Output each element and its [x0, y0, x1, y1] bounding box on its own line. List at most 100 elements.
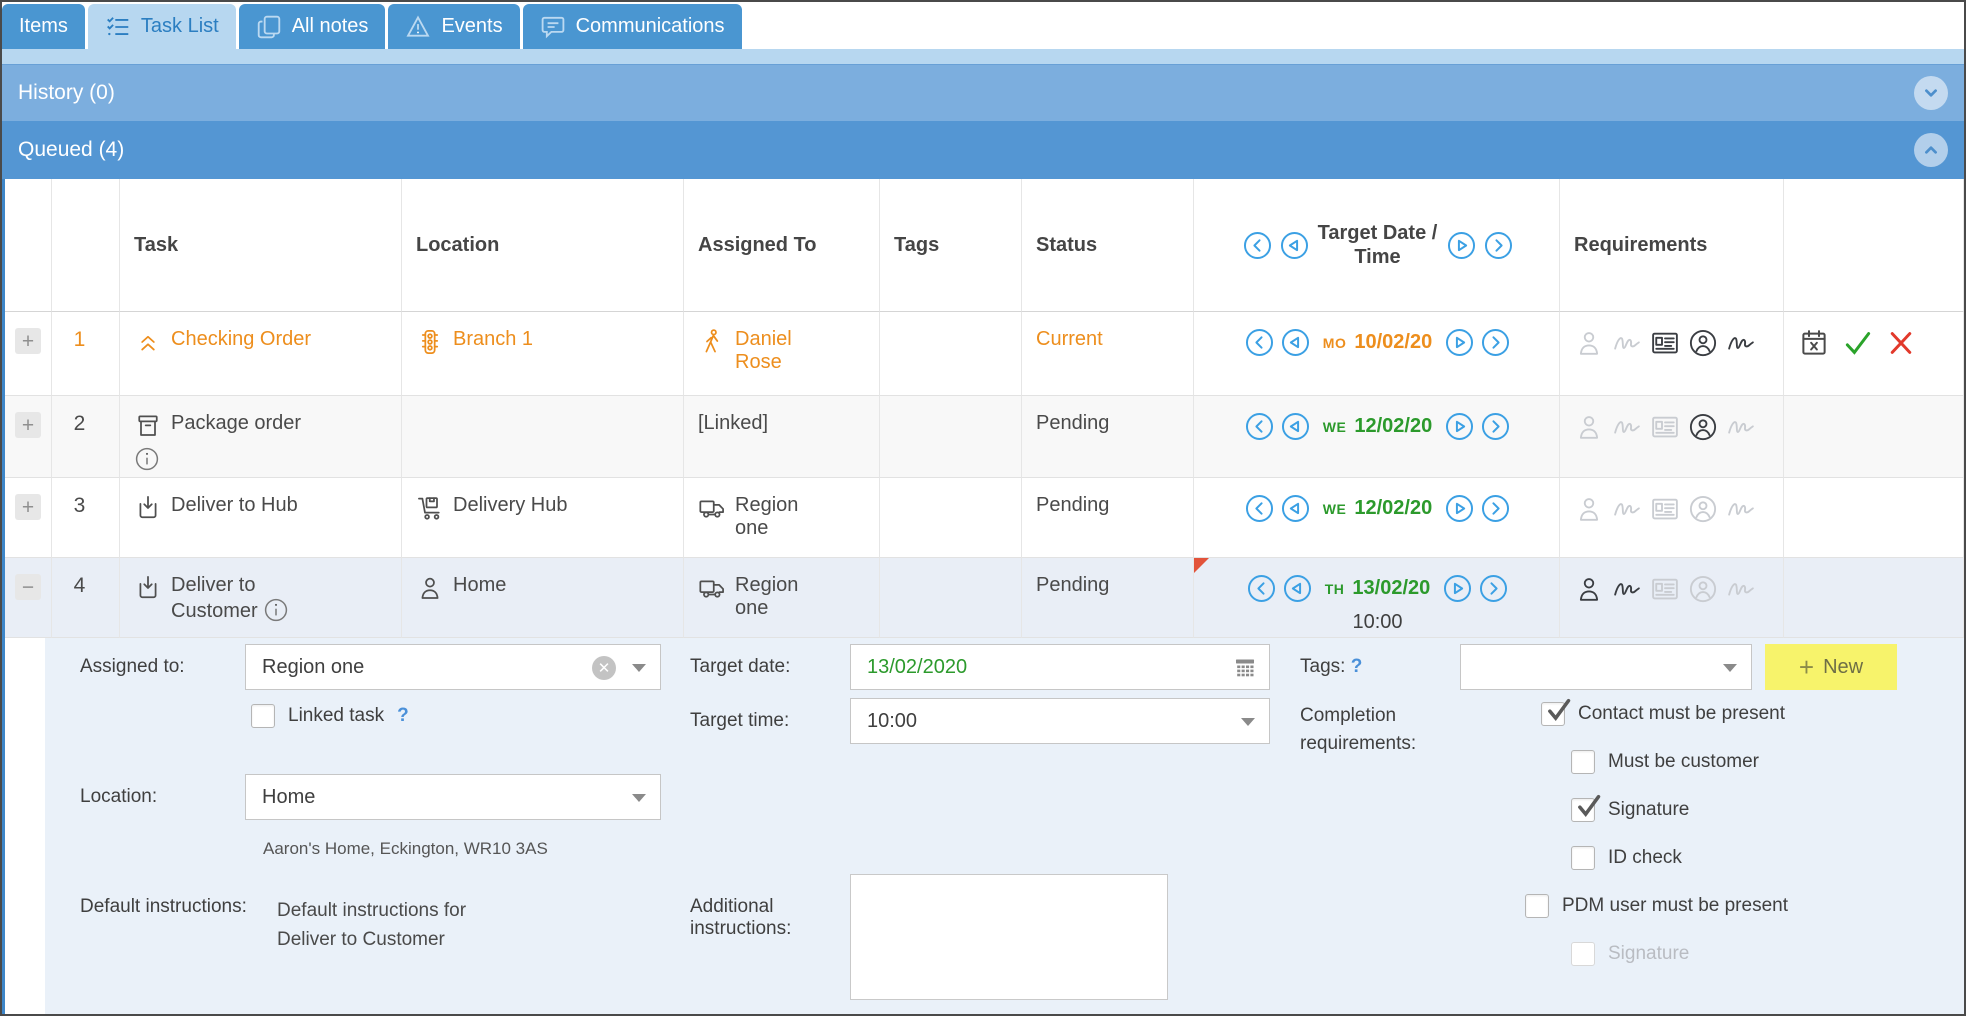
date-back-icon[interactable] [1283, 574, 1312, 603]
date-forward-more-icon[interactable] [1481, 412, 1510, 441]
requirements-cell [1560, 312, 1784, 396]
calendar-icon[interactable] [1233, 656, 1257, 680]
location-cell: Home [402, 558, 684, 638]
new-tag-button[interactable]: + New [1765, 644, 1897, 690]
additional-instructions-input[interactable] [850, 874, 1168, 1000]
row-number: 1 [52, 312, 120, 396]
package-icon [134, 412, 162, 440]
target-time-select[interactable]: 10:00 [850, 698, 1270, 744]
actions-cell [1784, 312, 1964, 396]
section-queued[interactable]: Queued (4) [2, 121, 1964, 179]
section-history[interactable]: History (0) [2, 64, 1964, 121]
task-name: Deliver to Customer [171, 574, 323, 623]
cancel-date-icon[interactable] [1798, 328, 1830, 358]
date-forward-icon[interactable] [1443, 574, 1472, 603]
fail-task-icon[interactable] [1886, 328, 1916, 358]
date-back-more-icon[interactable] [1245, 494, 1274, 523]
expand-row-button[interactable]: + [15, 494, 41, 520]
help-icon[interactable]: ? [1350, 656, 1363, 677]
info-icon[interactable] [263, 597, 289, 623]
signature-checkbox[interactable]: Signature [1571, 798, 1689, 822]
target-date-input[interactable]: 13/02/2020 [850, 644, 1270, 690]
assigned-name: Daniel Rose [735, 328, 792, 373]
deliver-icon [134, 574, 162, 602]
must-be-customer-checkbox[interactable]: Must be customer [1571, 750, 1759, 774]
tab-events-label: Events [441, 15, 503, 37]
row-number: 2 [52, 396, 120, 478]
assigned-cell: Region one [684, 478, 880, 558]
shift-dates-back-icon[interactable] [1280, 231, 1309, 260]
tab-items-label: Items [19, 15, 68, 37]
header-expand [5, 179, 52, 312]
shift-dates-forward-icon[interactable] [1447, 231, 1476, 260]
expand-row-button[interactable]: + [15, 328, 41, 354]
target-time-value: 10:00 [867, 709, 918, 732]
complete-task-icon[interactable] [1843, 328, 1873, 358]
collapse-row-button[interactable]: − [15, 574, 41, 600]
target-date: 13/02/20 [1352, 577, 1431, 599]
truck-icon [698, 494, 726, 522]
tags-cell [880, 396, 1022, 478]
info-icon[interactable] [134, 446, 160, 472]
pdm-signature-checkbox: Signature [1571, 942, 1689, 966]
location-select[interactable]: Home [245, 774, 661, 820]
tab-events[interactable]: Events [388, 4, 520, 49]
tab-communications[interactable]: Communications [522, 4, 742, 49]
tab-items[interactable]: Items [2, 4, 85, 49]
header-actions [1784, 179, 1964, 312]
date-back-more-icon[interactable] [1247, 574, 1276, 603]
expand-row-button[interactable]: + [15, 412, 41, 438]
date-forward-icon[interactable] [1445, 494, 1474, 523]
id-check-checkbox[interactable]: ID check [1571, 846, 1682, 870]
chevron-down-icon [1723, 664, 1737, 672]
customer-present-icon [1688, 328, 1718, 358]
date-back-icon[interactable] [1281, 328, 1310, 357]
checkbox [1571, 798, 1595, 822]
tab-task-list[interactable]: Task List [87, 4, 236, 49]
table-row[interactable]: + 2 Package order [Linked] Pending WE 12… [5, 396, 1964, 478]
shift-dates-forward-more-icon[interactable] [1484, 231, 1513, 260]
date-back-more-icon[interactable] [1245, 328, 1274, 357]
linked-task-checkbox[interactable]: Linked task ? [251, 704, 409, 728]
assigned-cell: [Linked] [684, 396, 880, 478]
date-back-more-icon[interactable] [1245, 412, 1274, 441]
section-queued-title: Queued (4) [18, 138, 125, 161]
task-cell: Checking Order [120, 312, 402, 396]
date-forward-icon[interactable] [1445, 328, 1474, 357]
checkbox [1525, 894, 1549, 918]
warning-triangle-icon [405, 14, 431, 40]
signature-icon [1612, 494, 1642, 524]
date-forward-icon[interactable] [1445, 412, 1474, 441]
table-row[interactable]: + 1 Checking Order Branch 1 Daniel Rose … [5, 312, 1964, 396]
tab-bar: Items Task List All notes Events Communi… [2, 2, 1964, 49]
clear-assigned-icon[interactable]: ✕ [592, 656, 616, 680]
tab-communications-label: Communications [575, 15, 725, 37]
header-target-date: Target Date / Time [1194, 179, 1560, 312]
location-cell: Delivery Hub [402, 478, 684, 558]
signature-icon [1612, 574, 1642, 604]
pdm-user-present-checkbox[interactable]: PDM user must be present [1525, 894, 1788, 918]
checkbox [1571, 942, 1595, 966]
table-row-selected[interactable]: − 4 Deliver to Customer Home Region one … [5, 558, 1964, 638]
date-forward-more-icon[interactable] [1481, 494, 1510, 523]
target-time-label: Target time: [690, 710, 790, 731]
id-card-icon [1650, 574, 1680, 604]
expand-history-button[interactable] [1914, 76, 1948, 110]
signature-icon [1612, 328, 1642, 358]
date-forward-more-icon[interactable] [1481, 328, 1510, 357]
tags-select[interactable] [1460, 644, 1752, 690]
default-instructions-label: Default instructions: [80, 896, 247, 917]
date-back-icon[interactable] [1281, 412, 1310, 441]
status-cell: Pending [1022, 396, 1194, 478]
table-row[interactable]: + 3 Deliver to Hub Delivery Hub Region o… [5, 478, 1964, 558]
contact-present-checkbox[interactable]: Contact must be present [1541, 702, 1785, 726]
task-name: Deliver to Hub [171, 494, 298, 516]
collapse-queued-button[interactable] [1914, 133, 1948, 167]
assigned-to-select[interactable]: Region one ✕ [245, 644, 661, 690]
date-back-icon[interactable] [1281, 494, 1310, 523]
tab-all-notes[interactable]: All notes [238, 4, 386, 49]
status-cell: Pending [1022, 558, 1194, 638]
help-icon[interactable]: ? [397, 705, 409, 726]
date-forward-more-icon[interactable] [1479, 574, 1508, 603]
shift-dates-back-more-icon[interactable] [1243, 231, 1272, 260]
